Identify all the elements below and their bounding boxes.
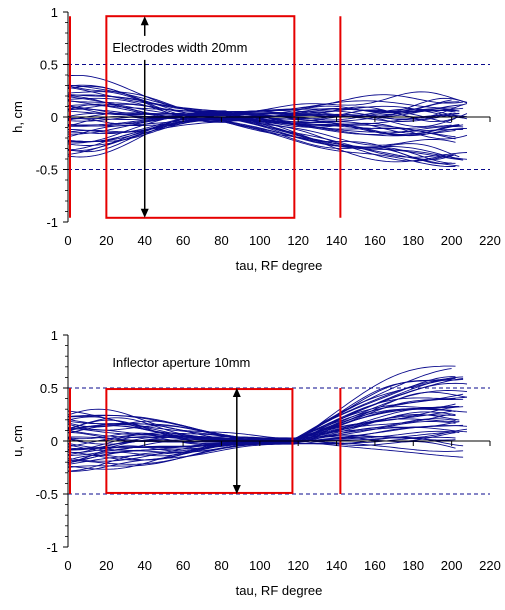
x-tick-label: 160 xyxy=(364,558,386,573)
y-tick-label: 0.5 xyxy=(40,381,58,396)
x-tick-label: 0 xyxy=(64,558,71,573)
x-tick-label: 0 xyxy=(64,233,71,248)
trajectory-line xyxy=(68,97,452,162)
x-tick-label: 160 xyxy=(364,233,386,248)
trajectory-line xyxy=(68,100,468,125)
annotation-bg xyxy=(109,353,260,372)
x-axis-label: tau, RF degree xyxy=(236,583,323,598)
u-chart-panel: Inflector aperture 10mm -1 -0.5 0 0.5 1 0 20 40 6… xyxy=(10,328,501,598)
trajectory-line xyxy=(68,105,464,135)
trajectory-line xyxy=(68,110,460,117)
y-tick-label: 1 xyxy=(51,328,58,343)
x-tick-label: 220 xyxy=(479,233,501,248)
y-tick-label: -1 xyxy=(46,540,58,555)
trajectory-line xyxy=(68,107,464,127)
x-tick-label: 120 xyxy=(287,558,309,573)
x-tick-label: 200 xyxy=(441,558,463,573)
x-tick-label: 80 xyxy=(214,233,228,248)
y-tick-label: -0.5 xyxy=(36,487,58,502)
trajectory-line xyxy=(68,84,456,167)
y-tick-label: 0 xyxy=(51,110,58,125)
x-tick-label: 60 xyxy=(176,558,190,573)
trajectory-line xyxy=(68,95,464,161)
annotation-label: Inflector aperture 10mm xyxy=(112,355,250,370)
x-tick-label: 100 xyxy=(249,558,271,573)
x-tick-label: 20 xyxy=(99,558,113,573)
trajectories xyxy=(68,74,468,167)
y-tick-label: 0 xyxy=(51,434,58,449)
annotation-bg xyxy=(109,38,286,57)
x-axis-label: tau, RF degree xyxy=(236,258,323,273)
y-tick-label: -0.5 xyxy=(36,163,58,178)
trajectory-line xyxy=(68,85,460,158)
y-tick-label: 0.5 xyxy=(40,58,58,73)
x-tick-label: 220 xyxy=(479,558,501,573)
x-tick-label: 200 xyxy=(441,233,463,248)
y-tick-label: -1 xyxy=(46,215,58,230)
y-axis-label: u, cm xyxy=(10,425,25,457)
x-tick-label: 20 xyxy=(99,233,113,248)
trajectory-line xyxy=(68,415,464,452)
x-tick-label: 60 xyxy=(176,233,190,248)
x-tick-label: 40 xyxy=(137,558,151,573)
annotation-label: Electrodes width 20mm xyxy=(112,40,247,55)
x-tick-label: 120 xyxy=(287,233,309,248)
x-tick-label: 140 xyxy=(326,558,348,573)
trajectory-line xyxy=(68,108,468,120)
x-tick-label: 180 xyxy=(402,233,424,248)
trajectory-line xyxy=(68,74,456,163)
y-axis-label: h, cm xyxy=(10,101,25,133)
x-tick-label: 40 xyxy=(137,233,151,248)
trajectory-line xyxy=(68,112,460,120)
x-tick-label: 180 xyxy=(402,558,424,573)
x-tick-label: 140 xyxy=(326,233,348,248)
x-tick-label: 80 xyxy=(214,558,228,573)
y-tick-label: 1 xyxy=(51,5,58,20)
double-arrow xyxy=(140,16,149,218)
trajectory-line xyxy=(68,104,468,160)
trajectories xyxy=(68,365,468,472)
x-tick-label: 100 xyxy=(249,233,271,248)
trajectory-line xyxy=(68,84,464,161)
h-chart-panel: Electrodes width 20mm -1 -0.5 0 0.5 1 0 20 40 60 8… xyxy=(10,5,501,273)
